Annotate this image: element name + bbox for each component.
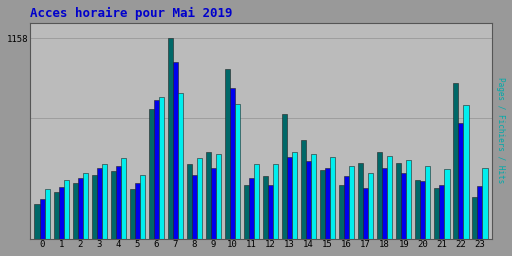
Bar: [458, 123, 463, 239]
Bar: [482, 168, 487, 239]
Bar: [387, 156, 392, 239]
Bar: [159, 97, 164, 239]
Bar: [273, 164, 278, 239]
Bar: [439, 185, 444, 239]
Bar: [349, 166, 354, 239]
Bar: [173, 62, 178, 239]
Bar: [420, 181, 425, 239]
Bar: [130, 188, 135, 239]
Bar: [34, 204, 39, 239]
Bar: [197, 158, 202, 239]
Bar: [135, 183, 140, 239]
Bar: [434, 188, 439, 239]
Bar: [73, 183, 78, 239]
Bar: [45, 188, 50, 239]
Bar: [425, 166, 431, 239]
Bar: [301, 140, 306, 239]
Bar: [415, 180, 420, 239]
Bar: [244, 185, 249, 239]
Bar: [254, 164, 259, 239]
Y-axis label: Pages / Fichiers / Hits: Pages / Fichiers / Hits: [496, 77, 505, 184]
Bar: [54, 192, 59, 239]
Bar: [83, 173, 88, 239]
Bar: [206, 152, 211, 239]
Bar: [330, 157, 335, 239]
Bar: [211, 168, 216, 239]
Bar: [64, 180, 69, 239]
Text: Acces horaire pour Mai 2019: Acces horaire pour Mai 2019: [30, 7, 232, 20]
Bar: [230, 88, 235, 239]
Bar: [339, 185, 344, 239]
Bar: [111, 171, 116, 239]
Bar: [235, 104, 240, 239]
Bar: [453, 83, 458, 239]
Bar: [401, 173, 407, 239]
Bar: [306, 161, 311, 239]
Bar: [407, 160, 412, 239]
Bar: [472, 197, 477, 239]
Bar: [168, 38, 173, 239]
Bar: [344, 176, 349, 239]
Bar: [377, 152, 382, 239]
Bar: [148, 109, 154, 239]
Bar: [187, 164, 192, 239]
Bar: [358, 163, 363, 239]
Bar: [477, 186, 482, 239]
Bar: [382, 168, 387, 239]
Bar: [154, 100, 159, 239]
Bar: [216, 154, 221, 239]
Bar: [363, 188, 368, 239]
Bar: [192, 175, 197, 239]
Bar: [444, 169, 450, 239]
Bar: [463, 105, 468, 239]
Bar: [311, 154, 316, 239]
Bar: [268, 185, 273, 239]
Bar: [292, 152, 297, 239]
Bar: [39, 199, 45, 239]
Bar: [102, 164, 107, 239]
Bar: [92, 175, 97, 239]
Bar: [121, 158, 126, 239]
Bar: [287, 157, 292, 239]
Bar: [325, 168, 330, 239]
Bar: [225, 69, 230, 239]
Bar: [396, 163, 401, 239]
Bar: [320, 169, 325, 239]
Bar: [263, 176, 268, 239]
Bar: [249, 178, 254, 239]
Bar: [140, 175, 145, 239]
Bar: [368, 173, 373, 239]
Bar: [78, 178, 83, 239]
Bar: [282, 114, 287, 239]
Bar: [59, 187, 64, 239]
Bar: [97, 168, 102, 239]
Bar: [178, 93, 183, 239]
Bar: [116, 166, 121, 239]
